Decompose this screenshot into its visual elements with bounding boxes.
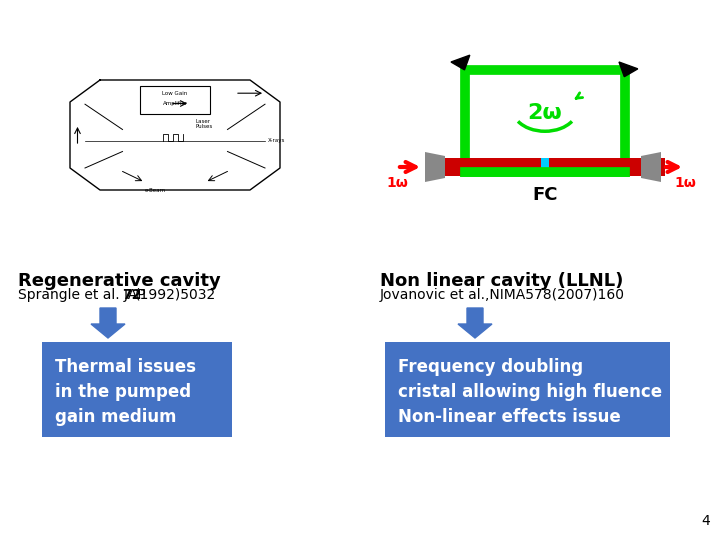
Text: X-rays: X-rays bbox=[268, 138, 285, 143]
Text: e-Beam: e-Beam bbox=[145, 188, 166, 193]
FancyBboxPatch shape bbox=[385, 342, 670, 437]
FancyArrow shape bbox=[91, 308, 125, 338]
FancyBboxPatch shape bbox=[140, 85, 210, 113]
Polygon shape bbox=[641, 152, 661, 182]
Text: (1992)5032: (1992)5032 bbox=[135, 288, 216, 302]
FancyBboxPatch shape bbox=[465, 70, 625, 172]
Text: Low Gain: Low Gain bbox=[163, 91, 188, 96]
Text: 1ω: 1ω bbox=[674, 176, 696, 190]
Text: FC: FC bbox=[532, 186, 558, 204]
FancyArrow shape bbox=[458, 308, 492, 338]
Text: Sprangle et al. JAP: Sprangle et al. JAP bbox=[18, 288, 145, 302]
Polygon shape bbox=[425, 152, 445, 182]
Text: 72: 72 bbox=[122, 288, 141, 302]
Text: 1ω: 1ω bbox=[386, 176, 408, 190]
Text: Amplifier: Amplifier bbox=[163, 101, 187, 106]
Text: Frequency doubling
cristal allowing high fluence
Non-linear effects issue: Frequency doubling cristal allowing high… bbox=[398, 358, 662, 426]
Text: Non linear cavity (LLNL): Non linear cavity (LLNL) bbox=[380, 272, 624, 290]
FancyBboxPatch shape bbox=[541, 158, 549, 176]
Text: 2ω: 2ω bbox=[528, 103, 562, 123]
FancyBboxPatch shape bbox=[425, 158, 665, 176]
Polygon shape bbox=[451, 55, 469, 70]
Text: 4: 4 bbox=[701, 514, 710, 528]
Text: Jovanovic et al.,NIMA578(2007)160: Jovanovic et al.,NIMA578(2007)160 bbox=[380, 288, 625, 302]
Polygon shape bbox=[619, 62, 638, 77]
Text: Thermal issues
in the pumped
gain medium: Thermal issues in the pumped gain medium bbox=[55, 358, 196, 426]
FancyBboxPatch shape bbox=[42, 342, 232, 437]
Text: Laser
Pulses: Laser Pulses bbox=[195, 119, 212, 130]
Text: Regenerative cavity: Regenerative cavity bbox=[18, 272, 221, 290]
